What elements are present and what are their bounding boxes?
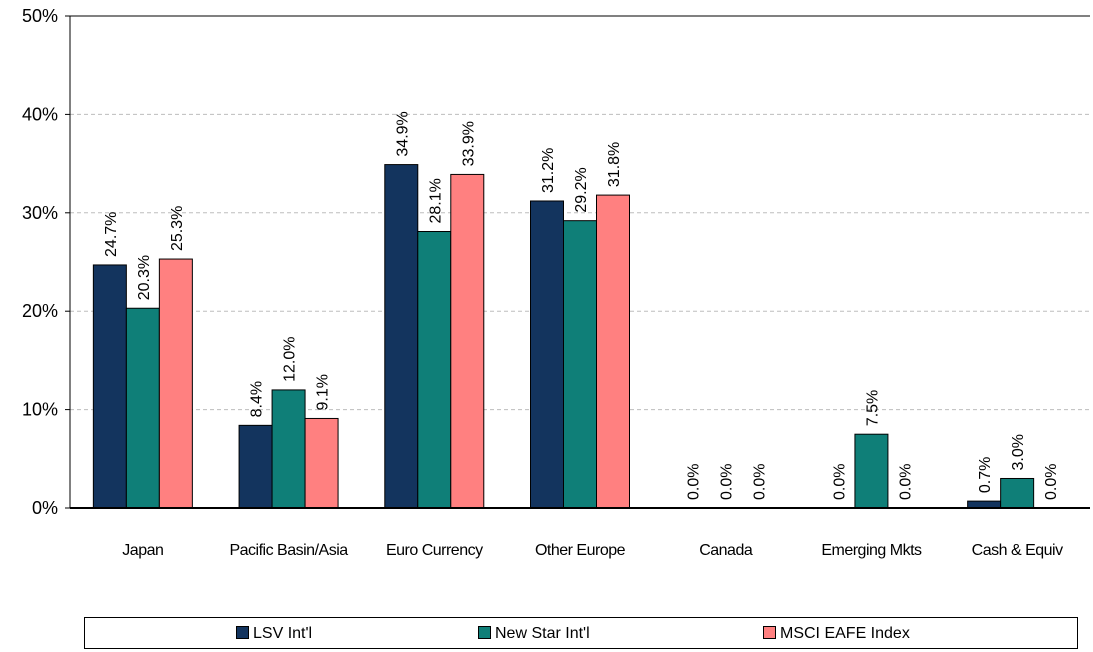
y-tick-label: 20% <box>22 301 58 321</box>
bar <box>530 200 564 509</box>
bar <box>125 307 160 509</box>
y-tick-label: 10% <box>22 400 58 420</box>
data-label: 29.2% <box>573 167 590 212</box>
data-label: 0.0% <box>897 464 914 500</box>
bars <box>92 164 1035 509</box>
legend-label-msci: MSCI EAFE Index <box>780 625 910 642</box>
data-label: 9.1% <box>315 374 332 410</box>
y-axis-ticks: 0% 10% 20% 30% 40% 50% <box>22 6 70 518</box>
bar <box>304 417 339 509</box>
legend: LSV Int'l New Star Int'l MSCI EAFE Index <box>84 617 1078 649</box>
category-label: Cash & Equiv <box>972 542 1063 559</box>
data-label: 7.5% <box>864 390 881 426</box>
data-label: 33.9% <box>460 121 477 166</box>
y-tick-label: 0% <box>32 498 58 518</box>
data-labels: 24.7% 20.3% 25.3% 8.4% 12.0% 9.1% 34.9% 28.1% 33… <box>103 111 1060 500</box>
data-label: 34.9% <box>394 111 411 156</box>
y-tick-label: 40% <box>22 104 58 124</box>
data-label: 0.0% <box>1043 464 1060 500</box>
data-label: 20.3% <box>136 255 153 300</box>
data-label: 31.2% <box>540 148 557 193</box>
data-label: 28.1% <box>427 178 444 223</box>
bar <box>384 164 419 509</box>
data-label: 0.7% <box>977 457 994 493</box>
data-label: 8.4% <box>249 381 266 417</box>
axes <box>69 15 1090 509</box>
data-label: 0.0% <box>752 464 769 500</box>
legend-item-lsv: LSV Int'l <box>236 625 312 643</box>
data-label: 12.0% <box>282 337 299 382</box>
legend-swatch-new-star <box>478 626 491 639</box>
bar-chart: 0% 10% 20% 30% 40% 50% 24.7% 20.3% 25.3% 8.4% 12.… <box>22 6 1090 559</box>
bar <box>92 264 127 509</box>
data-label: 25.3% <box>169 206 186 251</box>
data-label: 0.0% <box>831 464 848 500</box>
legend-label-lsv: LSV Int'l <box>253 625 313 642</box>
legend-item-msci: MSCI EAFE Index <box>763 625 910 643</box>
category-label: Japan <box>122 542 163 559</box>
data-label: 0.0% <box>719 464 736 500</box>
bar <box>563 220 597 509</box>
bar <box>1000 477 1035 509</box>
category-label: Euro Currency <box>386 542 483 559</box>
category-label: Pacific Basin/Asia <box>229 542 348 559</box>
bar <box>854 433 889 509</box>
category-label: Emerging Mkts <box>821 542 922 559</box>
legend-swatch-msci <box>763 626 776 639</box>
category-label: Other Europe <box>535 542 626 559</box>
bar <box>158 258 193 509</box>
bar <box>271 389 306 509</box>
bar <box>238 424 273 509</box>
bar <box>596 194 630 509</box>
data-label: 31.8% <box>606 142 623 187</box>
legend-swatch-lsv <box>236 626 249 639</box>
y-tick-label: 30% <box>22 203 58 223</box>
data-label: 3.0% <box>1010 434 1027 470</box>
bar <box>967 500 1002 509</box>
data-label: 24.7% <box>103 212 120 257</box>
category-labels: Japan Pacific Basin/Asia Euro Currency Othe… <box>122 542 1063 559</box>
bar <box>417 230 452 509</box>
data-label: 0.0% <box>686 464 703 500</box>
category-label: Canada <box>699 542 753 559</box>
y-tick-label: 50% <box>22 6 58 26</box>
gridlines <box>70 113 1090 411</box>
legend-label-new-star: New Star Int'l <box>495 625 590 642</box>
legend-item-new-star: New Star Int'l <box>478 625 590 643</box>
bar <box>450 173 485 509</box>
